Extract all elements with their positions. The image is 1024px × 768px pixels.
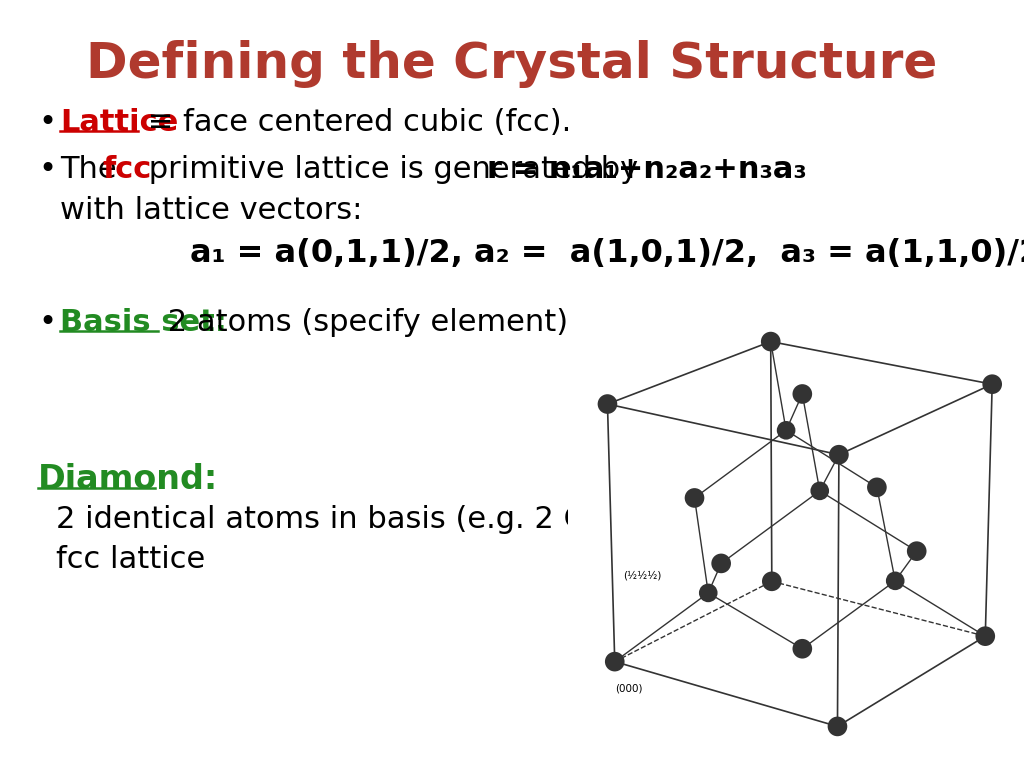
Text: primitive lattice is generated by: primitive lattice is generated by xyxy=(139,155,657,184)
Text: ≡ face centered cubic (fcc).: ≡ face centered cubic (fcc). xyxy=(138,108,571,137)
Text: Lattice: Lattice xyxy=(60,108,178,137)
Text: Basis set:: Basis set: xyxy=(60,308,227,337)
Text: r = n₁a₁+n₂a₂+n₃a₃: r = n₁a₁+n₂a₂+n₃a₃ xyxy=(487,155,807,184)
Text: The: The xyxy=(60,155,126,184)
Text: •: • xyxy=(38,155,56,184)
Text: •: • xyxy=(38,108,56,137)
Text: a₁ = a(0,1,1)/2, a₂ =  a(1,0,1)/2,  a₃ = a(1,1,0)/2: a₁ = a(0,1,1)/2, a₂ = a(1,0,1)/2, a₃ = a… xyxy=(190,238,1024,269)
Text: fcc lattice: fcc lattice xyxy=(56,545,205,574)
Text: Defining the Crystal Structure: Defining the Crystal Structure xyxy=(86,40,938,88)
Text: •: • xyxy=(38,308,56,337)
Text: 2 identical atoms in basis (e.g. 2 C): 2 identical atoms in basis (e.g. 2 C) xyxy=(56,505,597,534)
Text: fcc: fcc xyxy=(102,155,152,184)
Text: with lattice vectors:: with lattice vectors: xyxy=(60,196,362,225)
Text: Diamond:: Diamond: xyxy=(38,463,218,496)
Text: 2 atoms (specify element) at (000) and (¼ , ¼, ¼).: 2 atoms (specify element) at (000) and (… xyxy=(158,308,948,337)
